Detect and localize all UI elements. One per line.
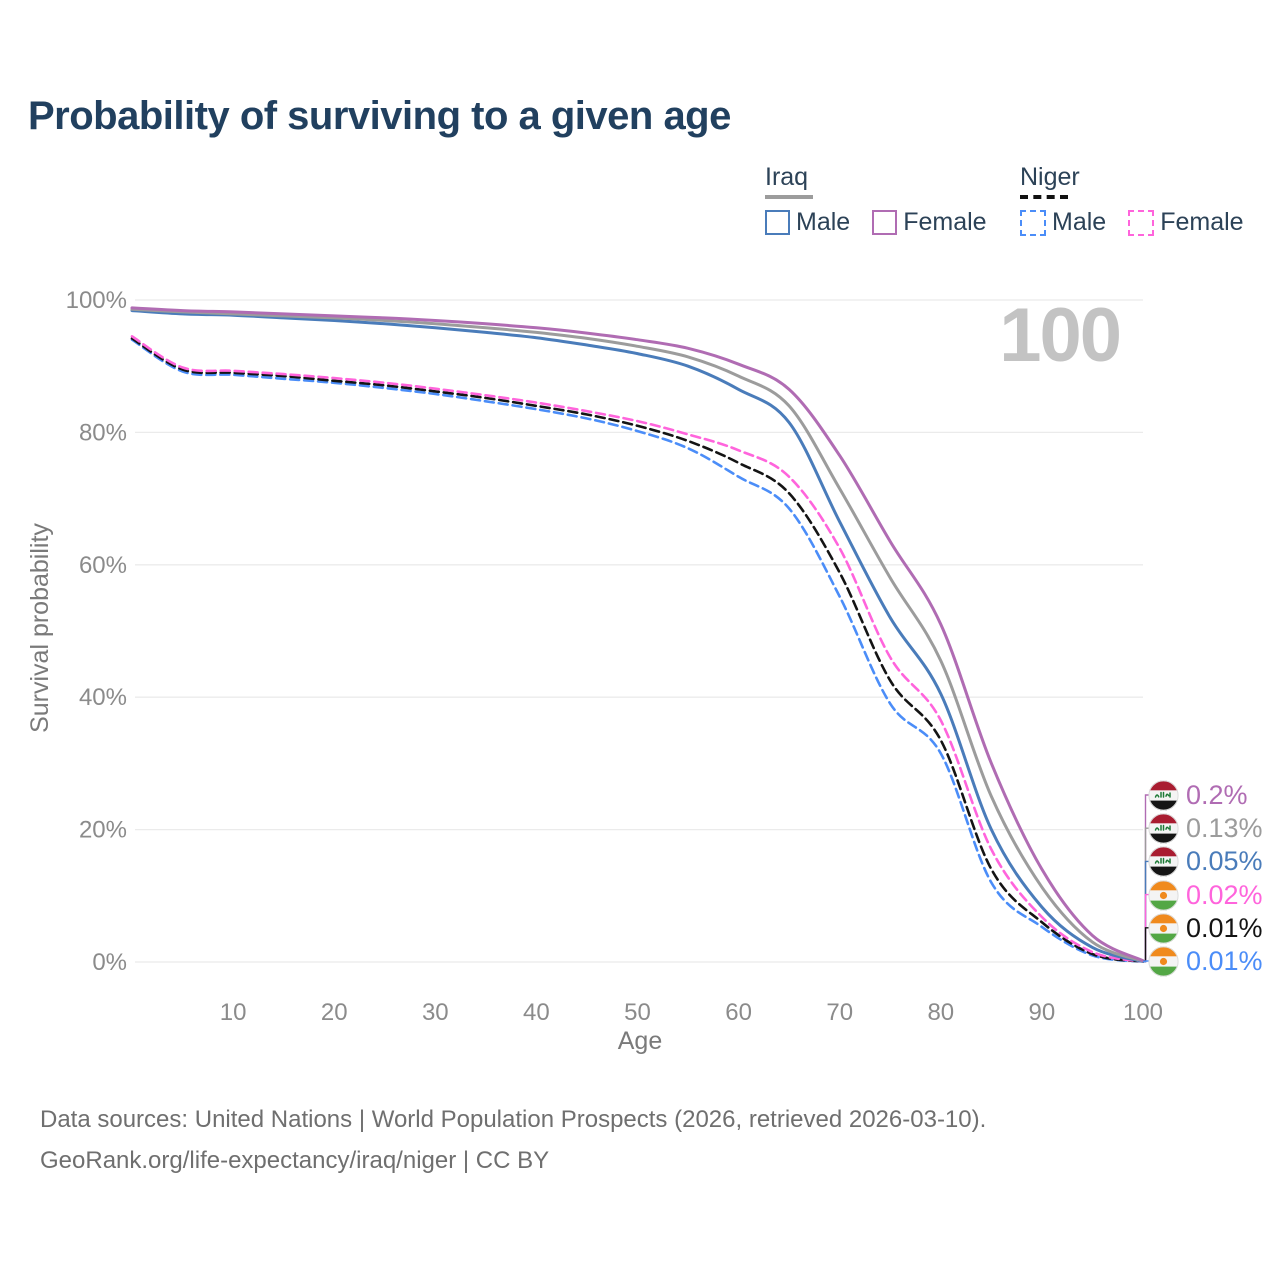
niger-flag-icon xyxy=(1148,945,1179,977)
footer-attribution: GeoRank.org/life-expectancy/iraq/niger |… xyxy=(40,1147,550,1174)
legend-title-niger: Niger xyxy=(1020,163,1080,191)
legend-group-niger: Niger Male Female xyxy=(1020,163,1244,237)
legend-items-iraq: Male Female xyxy=(765,208,987,237)
end-label-niger-female: 0.02% xyxy=(1148,878,1263,912)
series-line-niger-male xyxy=(130,338,1145,963)
end-label-value-iraq-male: 0.05% xyxy=(1186,845,1263,876)
x-tick-label-80: 80 xyxy=(927,999,954,1026)
y-tick-label-60: 60% xyxy=(79,552,127,579)
niger-flag-icon xyxy=(1148,912,1179,944)
x-tick-label-40: 40 xyxy=(523,999,550,1026)
footer-data-sources: Data sources: United Nations | World Pop… xyxy=(40,1106,987,1133)
x-axis-title: Age xyxy=(618,1027,662,1055)
legend-underline-niger xyxy=(1020,195,1068,199)
footer: Data sources: United Nations | World Pop… xyxy=(40,1099,986,1181)
iraq-flag-icon xyxy=(1148,812,1179,844)
y-tick-label-80: 80% xyxy=(79,419,127,446)
legend-items-niger: Male Female xyxy=(1020,208,1244,237)
series-layer xyxy=(130,306,1145,963)
watermark-age-counter: 100 xyxy=(999,293,1120,378)
end-label-iraq-female: 0.2% xyxy=(1148,778,1248,812)
x-tick-label-10: 10 xyxy=(220,999,247,1026)
end-label-value-iraq-both-sexes: 0.13% xyxy=(1186,812,1263,843)
y-axis-title: Survival probability xyxy=(26,523,54,733)
series-line-iraq-male xyxy=(130,309,1145,963)
leader-line-niger-male xyxy=(1143,960,1150,963)
legend-item-niger-female[interactable]: Female xyxy=(1128,208,1244,237)
legend-swatch-iraq-female-icon xyxy=(872,210,898,235)
x-tick-label-50: 50 xyxy=(624,999,651,1026)
end-label-iraq-both-sexes: 0.13% xyxy=(1148,811,1263,845)
niger-flag-icon xyxy=(1148,879,1179,911)
end-label-value-niger-female: 0.02% xyxy=(1186,879,1263,910)
iraq-flag-icon xyxy=(1148,779,1179,811)
y-tick-label-100: 100% xyxy=(66,287,127,314)
legend-swatch-niger-male-icon xyxy=(1020,209,1046,236)
x-tick-label-100: 100 xyxy=(1123,999,1163,1026)
legend-title-iraq: Iraq xyxy=(765,163,809,191)
ticks-layer: 0% 20% 40% 60% 80% 100% 10 20 30 40 50 60 70 80 90 100 xyxy=(66,287,1163,1026)
end-label-value-niger-male: 0.01% xyxy=(1186,945,1263,976)
end-label-niger-male: 0.01% xyxy=(1148,944,1263,978)
series-line-niger-both-sexes xyxy=(130,337,1145,963)
end-label-iraq-male: 0.05% xyxy=(1148,844,1263,878)
legend-item-niger-male[interactable]: Male xyxy=(1020,208,1106,237)
end-label-niger-both-sexes: 0.01% xyxy=(1148,911,1263,945)
legend-item-label-iraq-female: Female xyxy=(903,208,987,236)
x-tick-label-20: 20 xyxy=(321,999,348,1026)
grid-layer xyxy=(135,299,1143,963)
legend-swatch-iraq-male-icon xyxy=(765,210,790,235)
x-tick-label-30: 30 xyxy=(422,999,449,1026)
end-labels: 0.2% 0.13% 0.05% 0.02% 0.01% 0.01% xyxy=(1148,0,1280,1280)
y-tick-label-40: 40% xyxy=(79,684,127,711)
leader-layer xyxy=(1143,794,1150,963)
series-line-iraq-both-sexes xyxy=(130,307,1145,963)
x-tick-label-60: 60 xyxy=(725,999,752,1026)
legend-item-label-iraq-male: Male xyxy=(796,208,851,236)
y-tick-label-0: 0% xyxy=(92,949,127,976)
end-label-value-iraq-female: 0.2% xyxy=(1186,779,1248,810)
legend-item-iraq-female[interactable]: Female xyxy=(872,208,987,237)
series-line-niger-female xyxy=(130,335,1145,963)
x-tick-label-90: 90 xyxy=(1029,999,1056,1026)
legend-item-label-niger-female: Female xyxy=(1160,208,1244,236)
series-line-iraq-female xyxy=(130,306,1145,963)
x-tick-label-70: 70 xyxy=(826,999,853,1026)
legend-swatch-niger-female-icon xyxy=(1128,209,1155,236)
legend-item-label-niger-male: Male xyxy=(1052,208,1107,236)
legend-group-iraq: Iraq Male Female xyxy=(765,163,987,237)
iraq-flag-icon xyxy=(1148,845,1179,877)
end-label-value-niger-both-sexes: 0.01% xyxy=(1186,912,1263,943)
legend-item-iraq-male[interactable]: Male xyxy=(765,208,850,237)
y-tick-label-20: 20% xyxy=(79,817,127,844)
legend-underline-iraq xyxy=(765,195,813,199)
page-title: Probability of surviving to a given age xyxy=(28,94,731,138)
